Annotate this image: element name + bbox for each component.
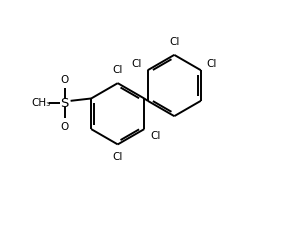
Text: O: O (60, 122, 69, 132)
Text: Cl: Cl (112, 152, 123, 162)
Text: O: O (60, 75, 69, 85)
Text: Cl: Cl (169, 37, 180, 47)
Text: Cl: Cl (150, 131, 161, 141)
Text: Cl: Cl (131, 59, 142, 69)
Text: S: S (60, 97, 69, 110)
Text: Cl: Cl (207, 59, 217, 69)
Text: CH₃: CH₃ (32, 98, 51, 108)
Text: Cl: Cl (112, 65, 123, 75)
